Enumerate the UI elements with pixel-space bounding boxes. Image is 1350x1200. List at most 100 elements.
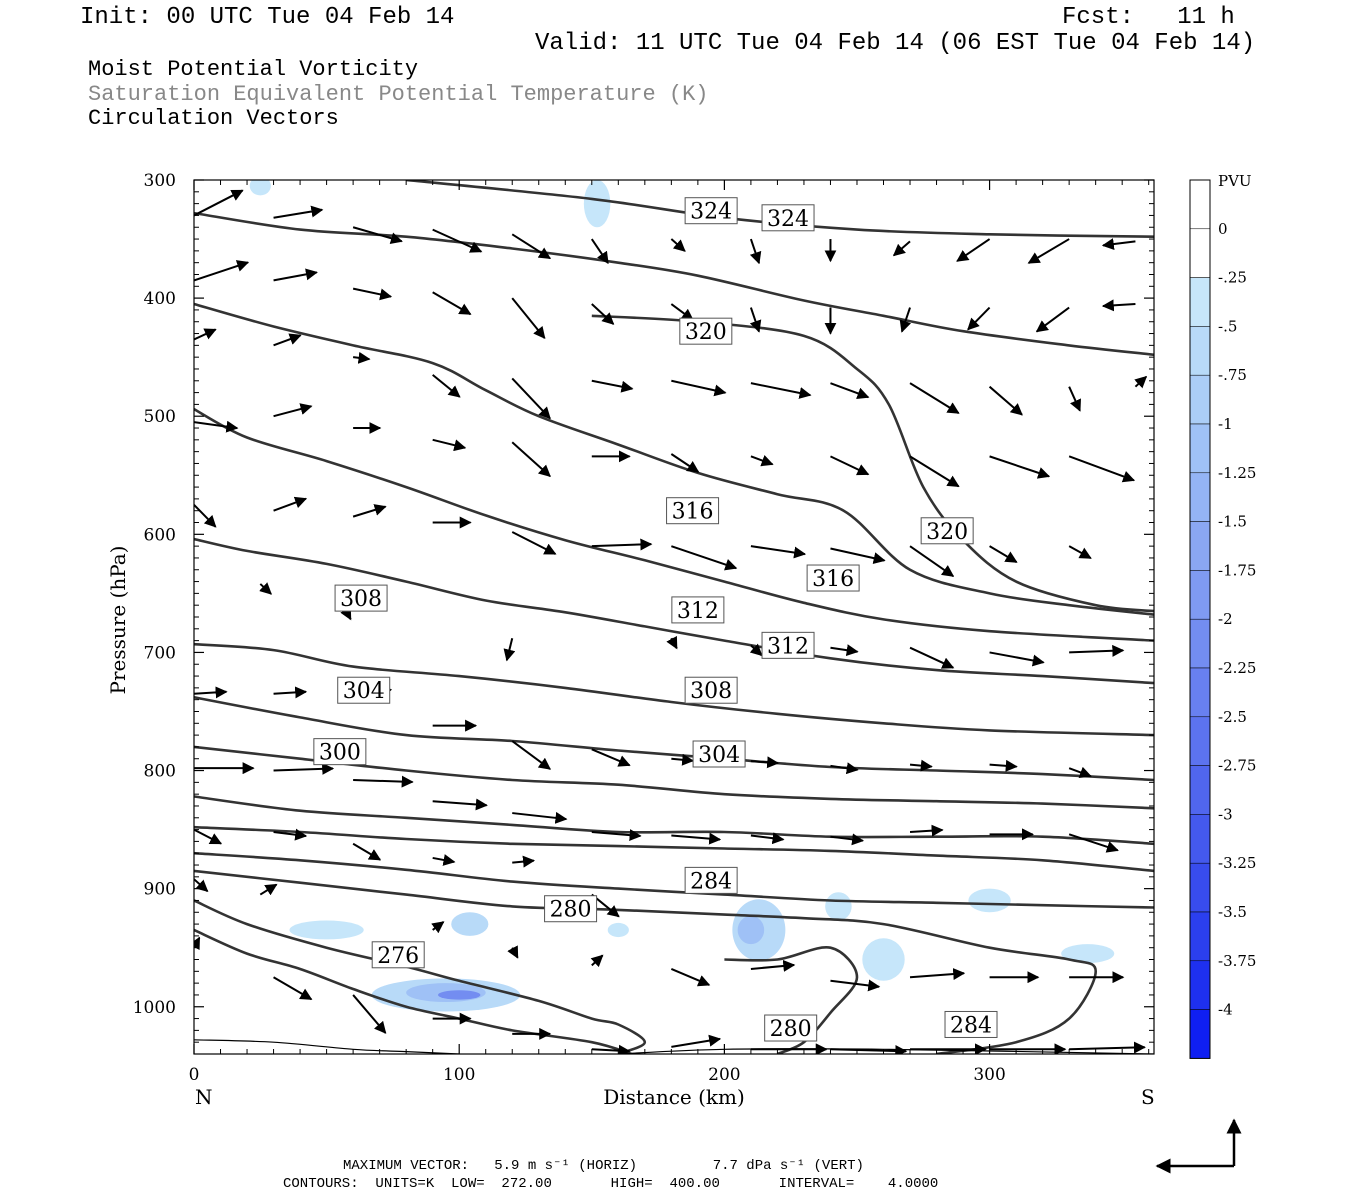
circulation-vector	[1068, 545, 1092, 560]
y-tick-label: 800	[144, 762, 176, 782]
circulation-vector	[1069, 644, 1125, 657]
circulation-vector	[352, 842, 382, 861]
pv-patch	[862, 938, 905, 981]
circulation-vector	[830, 382, 870, 400]
colorbar-title: PVU	[1218, 172, 1252, 190]
circulation-vector	[591, 829, 642, 842]
circulation-vector	[989, 455, 1051, 479]
circulation-vector	[194, 420, 239, 433]
contour-label: 324	[761, 204, 815, 232]
colorbar-level-label: -3.75	[1218, 952, 1256, 970]
circulation-vector	[259, 582, 272, 595]
circulation-vector	[432, 438, 467, 452]
circulation-vector	[352, 504, 387, 518]
circulation-vector	[273, 205, 324, 219]
contour-label-text: 320	[685, 320, 727, 345]
circulation-vector	[670, 968, 711, 987]
circulation-vector	[909, 824, 944, 837]
circulation-vector	[590, 954, 604, 968]
colorbar-frame	[1189, 179, 1211, 1059]
theta-contour	[194, 642, 1154, 737]
circulation-vector	[749, 643, 763, 657]
x-tick-label: 200	[708, 1065, 740, 1085]
x-tick-label: 300	[973, 1065, 1005, 1085]
circulation-vector	[512, 811, 568, 824]
circulation-vector	[273, 333, 302, 347]
theta-contour	[194, 407, 1154, 642]
circulation-vector	[670, 238, 686, 252]
forecast-hour: Fcst: 11 h	[1062, 4, 1235, 31]
theta-contour	[194, 537, 1154, 685]
colorbar-level-label: -2.75	[1218, 757, 1256, 775]
colorbar-swatch	[1189, 716, 1211, 766]
circulation-vector	[1101, 299, 1136, 312]
circulation-vector	[1068, 455, 1136, 483]
circulation-vector	[432, 374, 461, 398]
circulation-vector	[671, 753, 695, 766]
circulation-vector	[1068, 833, 1119, 853]
circulation-vector	[194, 686, 228, 699]
pv-patch	[825, 892, 852, 921]
circulation-vector	[591, 303, 615, 325]
contour-label-text: 312	[767, 634, 809, 659]
contour-label-text: 280	[550, 898, 592, 923]
circulation-vector	[591, 748, 631, 767]
circulation-vector	[511, 233, 552, 260]
circulation-vector	[432, 228, 483, 253]
circulation-vector	[432, 291, 472, 316]
colorbar-level-label: -3.25	[1218, 854, 1256, 872]
colorbar-level-label: -1.5	[1218, 513, 1247, 531]
circulation-vector	[432, 854, 456, 866]
circulation-vector	[989, 759, 1018, 772]
contour-label: 284	[684, 866, 738, 894]
x-end-label-right: S	[1141, 1085, 1155, 1109]
colorbar-swatch	[1189, 326, 1211, 376]
theta-contour	[591, 314, 1154, 613]
theta-contour	[194, 825, 1154, 873]
colorbar-level-label: -.25	[1218, 269, 1247, 287]
circulation-vector	[194, 260, 250, 282]
circulation-vector	[511, 377, 551, 420]
circulation-vector	[273, 268, 318, 282]
circulation-vector	[666, 635, 678, 650]
y-tick-label: 1000	[133, 998, 176, 1018]
circulation-vector	[909, 382, 960, 414]
colorbar-level-label: -1	[1218, 415, 1233, 433]
valid-time: Valid: 11 UTC Tue 04 Feb 14 (06 EST Tue …	[535, 30, 1256, 57]
contour-label-text: 276	[377, 944, 419, 969]
circulation-vector	[352, 287, 393, 301]
circulation-vector	[512, 855, 536, 868]
circulation-vector	[830, 547, 886, 565]
x-tick-label: 0	[189, 1065, 200, 1085]
circulation-vector	[590, 238, 609, 265]
contour-label: 324	[684, 197, 738, 225]
circulation-vector	[750, 959, 796, 972]
circulation-vector	[830, 644, 859, 657]
contour-label: 300	[313, 738, 367, 766]
contour-label: 316	[666, 497, 720, 525]
colorbar-level-label: 0	[1218, 220, 1228, 238]
colorbar-swatch	[1189, 277, 1211, 327]
x-axis-label: Distance (km)	[603, 1085, 745, 1109]
y-tick-label: 300	[144, 171, 176, 191]
max-vector-note: MAXIMUM VECTOR: 5.9 m s⁻¹ (HORIZ) 7.7 dP…	[343, 1158, 864, 1174]
colorbar-swatch	[1189, 618, 1211, 669]
circulation-vector	[909, 968, 966, 981]
circulation-vector	[194, 828, 223, 845]
circulation-vector	[750, 382, 812, 399]
theta-contour	[194, 302, 1154, 616]
contour-label: 312	[761, 631, 815, 659]
circulation-vector	[750, 454, 774, 467]
circulation-vector	[670, 453, 700, 473]
circulation-vector	[830, 455, 870, 476]
colorbar-swatch	[1189, 374, 1211, 425]
circulation-vector	[1035, 306, 1070, 333]
circulation-vector	[750, 756, 780, 769]
colorbar-swatch	[1189, 911, 1211, 962]
contour-label: 312	[671, 596, 725, 624]
theta-contour	[194, 928, 632, 1054]
circulation-vector	[671, 832, 722, 845]
pv-patch	[451, 912, 489, 936]
circulation-vector	[352, 226, 403, 245]
contour-label-text: 284	[950, 1013, 992, 1038]
